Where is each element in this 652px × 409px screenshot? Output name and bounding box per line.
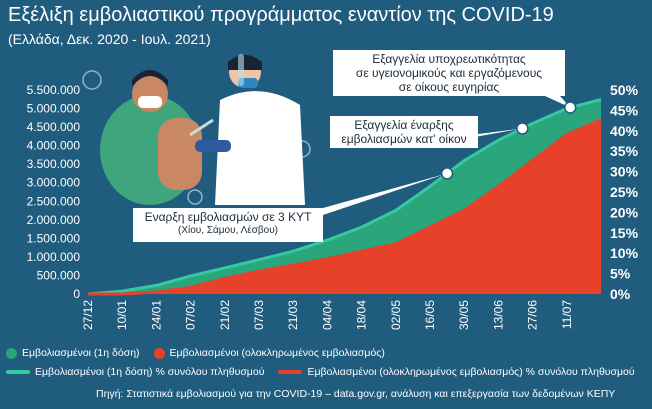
annotation-text: σε υγειονομικούς και εργαζόμενους bbox=[356, 66, 542, 80]
chart-title: Εξέλιξη εμβολιαστικού προγράμματος εναντ… bbox=[8, 4, 554, 26]
area-fully-vaccinated bbox=[88, 119, 601, 294]
y-right-tick-label: 30% bbox=[610, 164, 639, 180]
legend-line-icon bbox=[278, 370, 303, 374]
annotations: Εναρξη εμβολιασμών σε 3 ΚΥΤ(Χίου, Σάμου,… bbox=[133, 50, 577, 242]
legend-item-full: Εμβολιασμένοι (ολοκληρωμένος εμβολιασμός… bbox=[153, 347, 385, 359]
y-left-tick-label: 2.500.000 bbox=[27, 194, 81, 208]
x-tick-label: 21/03 bbox=[286, 300, 300, 330]
annotation-pointer bbox=[545, 96, 571, 108]
annotation-text: σε οίκους ευγηρίας bbox=[399, 80, 500, 94]
legend-row-2: Εμβολιασμένοι (1η δόση) % συνόλου πληθυσ… bbox=[6, 366, 649, 378]
annotation-text: εμβολιασμών κατ' οίκον bbox=[341, 132, 466, 146]
x-tick-label: 24/01 bbox=[149, 300, 163, 330]
y-right-tick-label: 40% bbox=[610, 123, 639, 139]
x-tick-label: 07/02 bbox=[184, 300, 198, 330]
legend-dot-icon bbox=[153, 347, 165, 359]
x-tick-label: 21/02 bbox=[218, 300, 232, 330]
annotation-box bbox=[330, 116, 478, 148]
legend-label: Εμβολιασμένοι (ολοκληρωμένος εμβολιασμός… bbox=[307, 366, 635, 378]
y-right-tick-label: 50% bbox=[610, 82, 639, 98]
x-tick-label: 07/03 bbox=[252, 300, 266, 330]
x-tick-label: 27/06 bbox=[526, 300, 540, 330]
annotation-box bbox=[133, 208, 323, 242]
chart-subtitle: (Ελλάδα, Δεκ. 2020 - Ιουλ. 2021) bbox=[8, 31, 211, 47]
x-tick-label: 11/07 bbox=[560, 300, 574, 329]
y-axis-right: 0% 5% 10% 15% 20% 25% 30% 35% 40% 45% 50% bbox=[610, 82, 639, 302]
line-first-dose-pct bbox=[87, 97, 602, 296]
legend-item-full-pct: Εμβολιασμένοι (ολοκληρωμένος εμβολιασμός… bbox=[278, 366, 635, 378]
legend-item-dose1-pct: Εμβολιασμένοι (1η δόση) % συνόλου πληθυσ… bbox=[6, 366, 264, 378]
y-left-tick-label: 0 bbox=[73, 287, 80, 301]
legend-item-dose1: Εμβολιασμένοι (1η δόση) bbox=[6, 347, 140, 359]
source-note: Πηγή: Στατιστικά εμβολιασμού για την COV… bbox=[96, 388, 616, 400]
y-right-tick-label: 35% bbox=[610, 143, 639, 159]
y-right-tick-label: 20% bbox=[610, 204, 639, 220]
y-left-tick-label: 4.500.000 bbox=[27, 120, 81, 134]
x-tick-label: 02/05 bbox=[389, 300, 403, 330]
legend-row-1: Εμβολιασμένοι (1η δόση) Εμβολιασμένοι (ο… bbox=[6, 347, 399, 359]
y-left-tick-label: 500.000 bbox=[37, 268, 81, 282]
annotation-kyt: Εναρξη εμβολιασμών σε 3 ΚΥΤ(Χίου, Σάμου,… bbox=[133, 167, 454, 242]
y-right-tick-label: 0% bbox=[610, 286, 631, 302]
y-left-tick-label: 4.000.000 bbox=[27, 139, 81, 153]
legend-label: Εμβολιασμένοι (1η δόση) % συνόλου πληθυσ… bbox=[35, 366, 265, 378]
legend-label: Εμβολιασμένοι (1η δόση) bbox=[22, 347, 140, 359]
y-left-tick-label: 1.000.000 bbox=[27, 250, 81, 264]
legend-line-icon bbox=[6, 370, 30, 374]
x-tick-label: 30/05 bbox=[457, 300, 471, 330]
annotation-marker bbox=[440, 167, 454, 180]
x-tick-label: 27/12 bbox=[81, 300, 95, 330]
annotation-text: Εναρξη εμβολιασμών σε 3 ΚΥΤ bbox=[145, 210, 312, 224]
annotation-marker bbox=[516, 122, 529, 135]
y-left-tick-label: 2.000.000 bbox=[27, 213, 81, 227]
y-axis-left: 0 500.000 1.000.000 1.500.000 2.000.000 2.500… bbox=[27, 83, 81, 301]
x-tick-label: 18/04 bbox=[355, 300, 369, 330]
vaccination-illustration bbox=[82, 54, 311, 205]
y-left-tick-label: 5.000.000 bbox=[27, 102, 81, 116]
x-tick-label: 16/05 bbox=[423, 300, 437, 330]
y-left-tick-label: 1.500.000 bbox=[27, 231, 81, 245]
legend-label: Εμβολιασμένοι (ολοκληρωμένος εμβολιασμός… bbox=[169, 347, 385, 359]
y-right-tick-label: 25% bbox=[610, 184, 639, 200]
y-right-tick-label: 5% bbox=[610, 266, 631, 282]
annotation-marker bbox=[563, 101, 577, 114]
legend-dot-icon bbox=[6, 347, 17, 359]
annotation-text: (Χίου, Σάμου, Λέσβου) bbox=[178, 224, 278, 236]
y-right-tick-label: 45% bbox=[610, 102, 639, 118]
annotation-text: Εξαγγελία έναρξης bbox=[354, 118, 453, 132]
x-tick-label: 04/04 bbox=[320, 300, 334, 330]
y-right-tick-label: 15% bbox=[610, 225, 639, 241]
y-right-tick-label: 10% bbox=[610, 245, 639, 261]
annotation-box bbox=[333, 50, 565, 96]
chart-areas bbox=[88, 99, 601, 294]
chart-lines bbox=[87, 97, 602, 296]
x-tick-label: 13/06 bbox=[491, 300, 505, 330]
x-axis: 27/12 10/01 24/01 07/02 21/02 07/03 21/03 04/04… bbox=[81, 300, 574, 330]
line-fully-pct bbox=[88, 118, 602, 296]
y-left-tick-label: 3.000.000 bbox=[27, 176, 81, 190]
y-left-tick-label: 3.500.000 bbox=[27, 157, 81, 171]
y-left-tick-label: 5.500.000 bbox=[27, 83, 81, 97]
annotation-text: Εξαγγελία υποχρεωτικότητας bbox=[372, 52, 526, 66]
x-tick-label: 10/01 bbox=[115, 300, 129, 330]
